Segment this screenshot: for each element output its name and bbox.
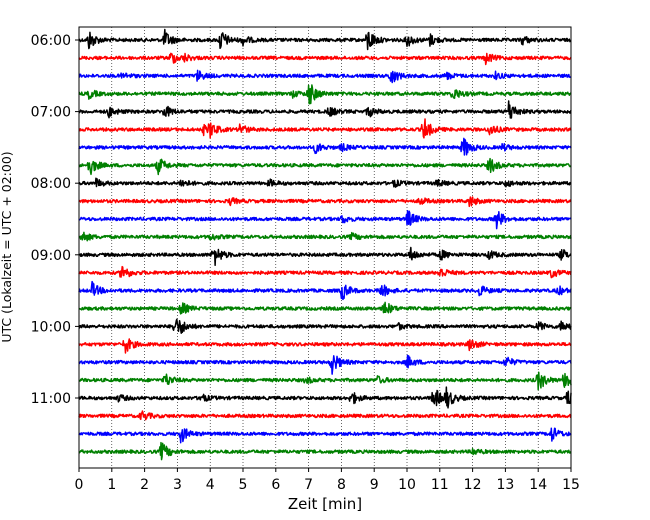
trace-line xyxy=(78,427,572,444)
y-tick-label: 09:00 xyxy=(31,248,71,264)
trace-line xyxy=(78,69,572,84)
y-tick-label: 11:00 xyxy=(31,391,71,407)
x-tick-label: 0 xyxy=(75,477,84,493)
trace-line xyxy=(78,318,572,334)
trace-line xyxy=(78,137,572,156)
trace-line xyxy=(78,177,572,188)
trace-line xyxy=(78,52,572,66)
y-axis-ticks: 06:00 07:00 08:00 09:00 10:00 11:00 xyxy=(31,33,79,407)
x-tick-label: 4 xyxy=(206,477,215,493)
trace-line xyxy=(78,157,572,176)
trace-line xyxy=(78,84,572,105)
seismic-traces xyxy=(78,28,572,461)
y-axis-label: UTC (Lokalzeit = UTC + 02:00) xyxy=(0,151,14,342)
trace-line xyxy=(78,196,572,208)
trace-line xyxy=(78,441,572,461)
x-tick-label: 15 xyxy=(562,477,580,493)
x-tick-label: 11 xyxy=(431,477,449,493)
trace-line xyxy=(78,410,572,421)
x-tick-label: 8 xyxy=(337,477,346,493)
x-tick-label: 14 xyxy=(529,477,547,493)
x-tick-label: 6 xyxy=(271,477,280,493)
trace-line xyxy=(78,280,572,301)
x-axis-label: Zeit [min] xyxy=(288,495,362,513)
x-tick-label: 9 xyxy=(370,477,379,493)
x-tick-label: 10 xyxy=(398,477,416,493)
plot-frame xyxy=(78,26,572,469)
x-tick-label: 3 xyxy=(173,477,182,493)
x-axis-ticks: 0 1 2 3 4 5 6 7 8 9 10 11 12 13 14 15 xyxy=(75,468,580,493)
x-tick-label: 7 xyxy=(304,477,313,493)
trace-line xyxy=(78,301,572,315)
trace-line xyxy=(78,386,572,409)
trace-line xyxy=(78,231,572,242)
trace-line xyxy=(78,100,572,119)
trace-line xyxy=(78,371,572,391)
x-tick-label: 2 xyxy=(140,477,149,493)
y-tick-label: 07:00 xyxy=(31,105,71,121)
x-tick-label: 5 xyxy=(239,477,248,493)
x-tick-label: 13 xyxy=(496,477,514,493)
y-tick-label: 08:00 xyxy=(31,176,71,192)
trace-line xyxy=(78,28,572,51)
y-tick-label: 10:00 xyxy=(31,319,71,335)
trace-line xyxy=(78,246,572,267)
trace-line xyxy=(78,118,572,139)
x-tick-label: 1 xyxy=(107,477,116,493)
trace-line xyxy=(78,265,572,279)
trace-line xyxy=(78,354,572,375)
y-tick-label: 06:00 xyxy=(31,33,71,49)
x-tick-label: 12 xyxy=(464,477,482,493)
trace-line xyxy=(78,210,572,230)
trace-line xyxy=(78,338,572,354)
